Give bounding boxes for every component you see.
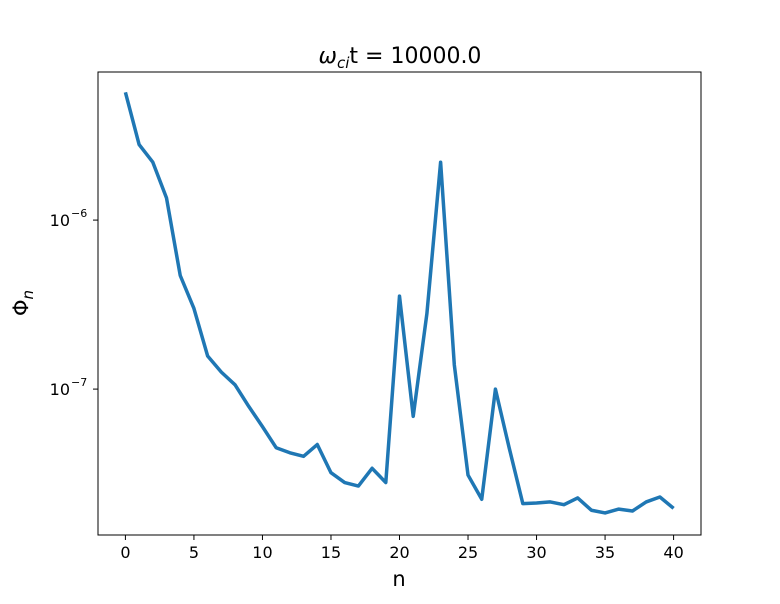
y-label-subscript: n: [19, 290, 37, 300]
title-symbol: ω: [319, 44, 337, 69]
x-tick-label: 10: [252, 543, 272, 562]
y-axis-label: Φn: [9, 290, 37, 316]
y-tick-exponent: −6: [71, 207, 87, 220]
x-tick-label: 30: [526, 543, 546, 562]
title-rest: t = 10000.0: [349, 44, 481, 69]
y-tick-base: 10: [50, 211, 70, 230]
x-tick-label: 5: [189, 543, 199, 562]
y-tick-exponent: −7: [71, 376, 87, 389]
y-tick-label: 10: [50, 211, 70, 230]
x-tick-label: 20: [389, 543, 409, 562]
title-subscript: ci: [337, 54, 350, 72]
y-tick-base: 10: [50, 380, 70, 399]
y-tick-label: 10: [50, 380, 70, 399]
x-tick-label: 25: [458, 543, 478, 562]
x-axis-label: n: [392, 567, 405, 591]
y-label-symbol: Φ: [9, 299, 33, 316]
data-line: [123, 91, 675, 515]
x-tick-label: 35: [595, 543, 615, 562]
chart-title: ωcit = 10000.0: [319, 44, 482, 72]
x-tick-label: 15: [321, 543, 341, 562]
x-tick-label: 40: [663, 543, 683, 562]
x-tick-label: 0: [120, 543, 130, 562]
